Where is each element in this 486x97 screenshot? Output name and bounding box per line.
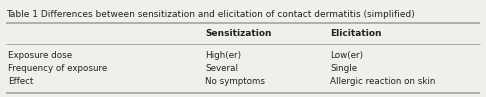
Text: Table 1 Differences between sensitization and elicitation of contact dermatitis : Table 1 Differences between sensitizatio… [6, 10, 415, 19]
Text: Effect: Effect [8, 77, 34, 86]
Text: Allergic reaction on skin: Allergic reaction on skin [330, 77, 435, 86]
Text: Frequency of exposure: Frequency of exposure [8, 64, 107, 73]
Text: Single: Single [330, 64, 357, 73]
Text: Several: Several [205, 64, 238, 73]
Text: Low(er): Low(er) [330, 51, 363, 60]
Text: Elicitation: Elicitation [330, 29, 382, 39]
Text: Sensitization: Sensitization [205, 29, 272, 39]
Text: No symptoms: No symptoms [205, 77, 265, 86]
Text: High(er): High(er) [205, 51, 241, 60]
Text: Exposure dose: Exposure dose [8, 51, 72, 60]
